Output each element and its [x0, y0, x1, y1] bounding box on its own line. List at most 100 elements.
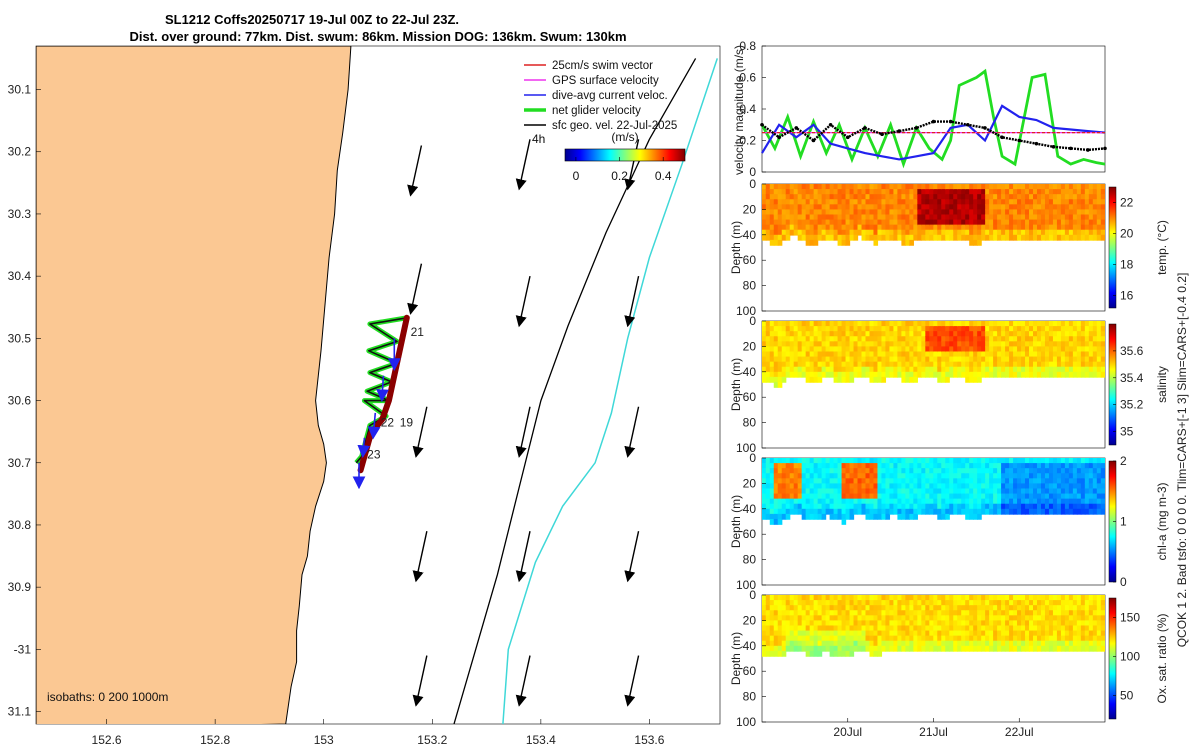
section-cell: [877, 468, 883, 475]
section-cell: [805, 331, 811, 338]
section-cell: [977, 199, 982, 206]
section-cell: [1100, 184, 1105, 190]
section-cell: [1092, 478, 1098, 485]
section-cell: [777, 189, 783, 195]
section-cell: [1029, 458, 1034, 464]
section-cell: [1080, 605, 1086, 612]
section-cell: [1056, 488, 1062, 495]
section-cell: [789, 503, 795, 510]
velocity-point: [897, 129, 901, 133]
section-cell: [873, 483, 879, 490]
section-cell: [901, 184, 906, 190]
section-cell: [853, 645, 859, 652]
section-cell: [837, 204, 843, 211]
section-cell: [1013, 483, 1018, 490]
section-cell: [917, 361, 922, 368]
section-cell: [781, 229, 787, 236]
section-cell: [1040, 478, 1046, 485]
section-cell: [917, 194, 922, 201]
section-cell: [861, 483, 867, 490]
section-cell: [857, 640, 863, 647]
section-cell: [889, 331, 895, 338]
section-cell: [917, 209, 922, 216]
section-cell: [813, 463, 819, 469]
section-cell: [837, 219, 843, 226]
section-cell: [965, 366, 970, 373]
section-cell: [785, 615, 791, 622]
section-cell: [953, 224, 958, 231]
section-cell: [1021, 640, 1026, 647]
section-cell: [993, 508, 998, 515]
section-cell: [989, 209, 994, 216]
section-cell: [901, 189, 906, 195]
section-cell: [1044, 600, 1050, 606]
section-cell: [1100, 615, 1105, 622]
section-cell: [781, 605, 787, 612]
section-cell: [1044, 331, 1050, 338]
section-cell: [965, 625, 970, 632]
section-cell: [981, 645, 986, 652]
section-cell: [797, 498, 803, 505]
section-cell: [769, 493, 775, 500]
section-cell: [865, 214, 871, 221]
section-cell: [1092, 224, 1098, 231]
section-cell: [1040, 209, 1046, 216]
section-cell: [965, 321, 970, 327]
section-cell: [1044, 321, 1050, 327]
section-cell: [965, 234, 970, 241]
section-cell: [957, 498, 962, 505]
section-cell: [829, 513, 835, 520]
section-cell: [1029, 463, 1034, 469]
section-cell: [829, 224, 835, 231]
section-cell: [905, 356, 910, 363]
section-cell: [765, 600, 771, 606]
section-cell: [953, 620, 958, 627]
section-cell: [889, 498, 895, 505]
section-cell: [821, 498, 827, 505]
section-cell: [805, 468, 811, 475]
section-cell: [1096, 224, 1102, 231]
section-cell: [889, 645, 895, 652]
section-tick-label: 0: [749, 314, 756, 328]
section-cell: [1072, 483, 1078, 490]
section-cell: [865, 508, 871, 515]
section-cell: [1052, 615, 1058, 622]
velocity-point: [811, 138, 816, 143]
section-cell: [793, 366, 799, 373]
section-cell: [869, 458, 875, 464]
section-cell: [965, 463, 970, 469]
section-cell: [781, 336, 787, 343]
section-cell: [1001, 189, 1006, 195]
section-cell: [849, 458, 855, 464]
section-cell: [889, 224, 895, 231]
section-cell: [1044, 356, 1050, 363]
section-cell: [973, 458, 978, 464]
section-cell: [873, 605, 879, 612]
section-cell: [849, 189, 855, 195]
section-cell: [801, 630, 807, 637]
section-cell: [1013, 595, 1018, 601]
section-cell: [1029, 640, 1034, 647]
section-cell: [762, 331, 767, 338]
section-cell: [873, 508, 879, 515]
section-cell: [909, 458, 914, 464]
section-cell: [1021, 463, 1026, 469]
section-cell: [777, 635, 783, 642]
section-cell: [1009, 219, 1014, 226]
section-cell: [953, 625, 958, 632]
section-cell: [941, 488, 946, 495]
map-y-tick-label: 30.1: [8, 83, 32, 97]
section-cell: [769, 635, 775, 642]
section-cell: [977, 184, 982, 190]
section-cell: [945, 640, 950, 647]
section-cell: [1033, 341, 1038, 348]
section-cell: [1052, 331, 1058, 338]
section-cell: [969, 346, 974, 353]
section-cell: [797, 645, 803, 652]
section-cell: [865, 473, 871, 480]
section-cell: [813, 194, 819, 201]
section-cell: [1052, 351, 1058, 358]
section-cell: [777, 478, 783, 485]
section-cell: [793, 356, 799, 363]
section-cell: [921, 635, 926, 642]
